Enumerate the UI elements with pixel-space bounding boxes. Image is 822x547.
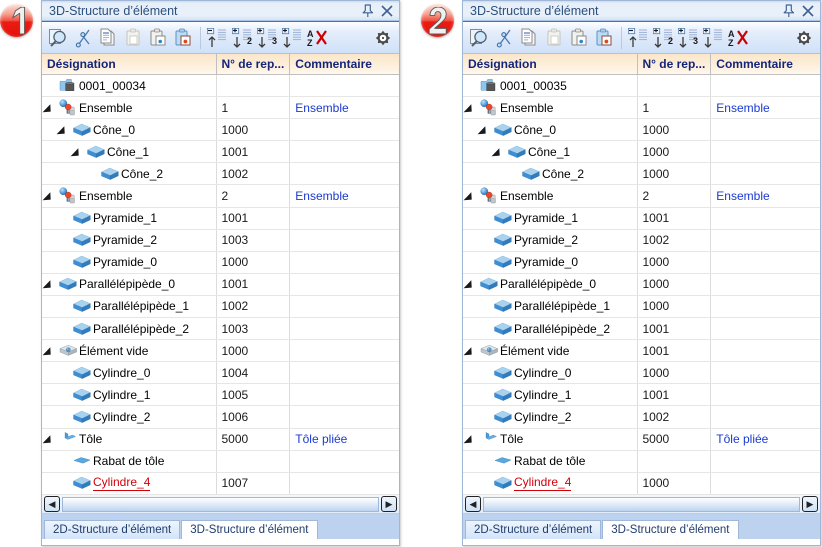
svg-text:2: 2 xyxy=(247,36,252,46)
svg-text:Z: Z xyxy=(307,38,313,48)
svg-text:3: 3 xyxy=(272,36,277,46)
svg-text:Z: Z xyxy=(728,38,734,48)
svg-text:3: 3 xyxy=(693,36,698,46)
svg-text:2: 2 xyxy=(668,36,673,46)
